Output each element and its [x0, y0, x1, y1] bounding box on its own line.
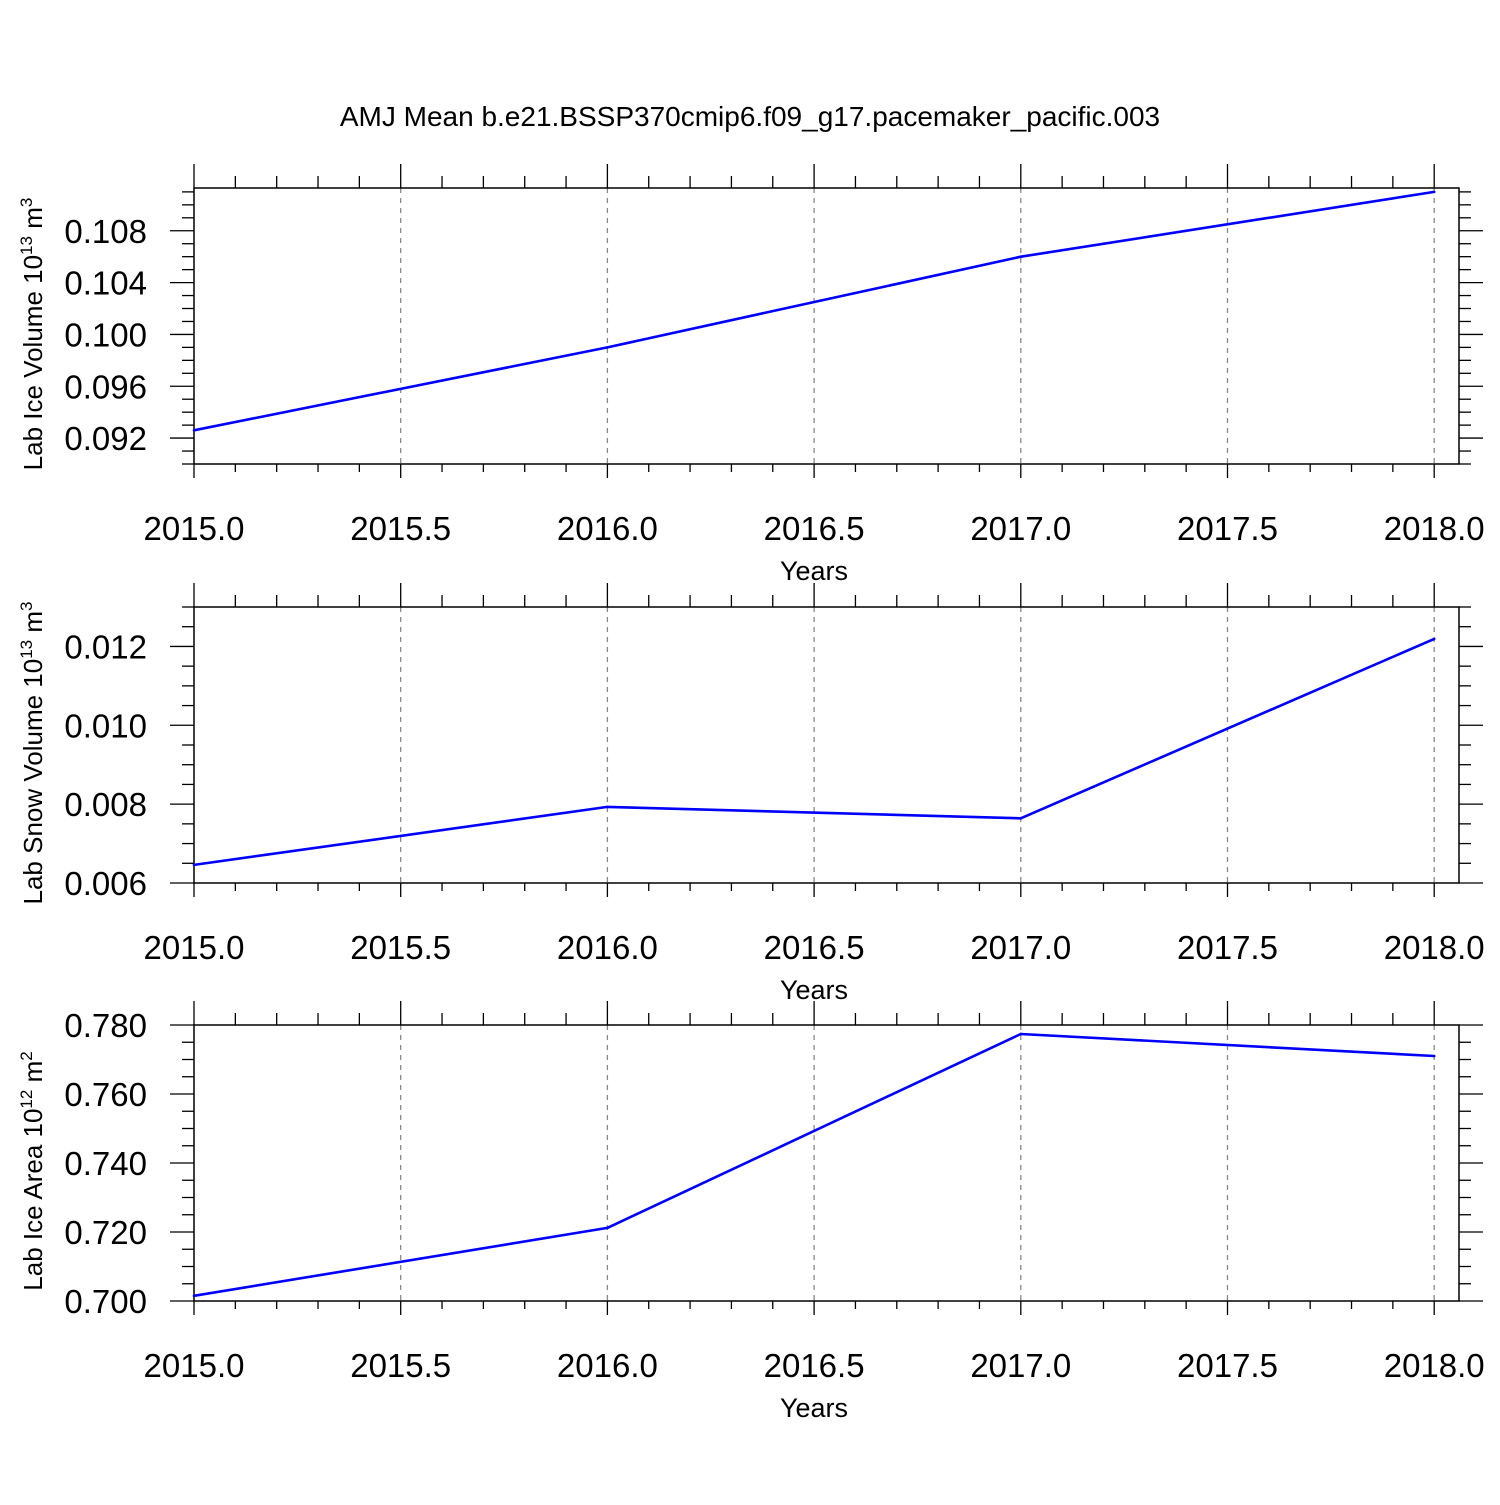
x-tick-label: 2017.5: [1177, 1347, 1278, 1384]
x-tick-label: 2016.0: [557, 929, 658, 966]
data-line: [193, 190, 1435, 432]
data-point: [1019, 1032, 1023, 1036]
x-tick-label: 2015.5: [350, 1347, 451, 1384]
plot-frame: [193, 187, 1460, 465]
data-point: [192, 429, 196, 432]
y-tick-label: 0.700: [64, 1283, 147, 1320]
y-axis-label: Lab Ice Area 1012 m2: [17, 1051, 48, 1290]
plot-frame: [193, 606, 1460, 884]
y-axis-label: Lab Snow Volume 1013 m3: [17, 601, 48, 904]
chart-panel-1: 2015.0 2015.5 2016.0 2016.5 2017.0 2017.5 2018…: [17, 164, 1485, 586]
y-axis-label: Lab Ice Volume 1013 m3: [17, 198, 48, 471]
x-axis-label: Years: [780, 975, 848, 1005]
x-tick-label: 2018.0: [1384, 510, 1485, 547]
y-tick-label: 0.108: [64, 213, 147, 250]
x-tick-label: 2016.0: [557, 510, 658, 547]
data-point: [1019, 817, 1023, 820]
data-point: [606, 805, 609, 809]
y-tick-label: 0.012: [64, 628, 147, 665]
y-tick-label: 0.096: [64, 368, 147, 405]
x-tick-label: 2017.0: [970, 1347, 1071, 1384]
x-axis-label: Years: [780, 556, 848, 586]
data-point: [1432, 190, 1436, 194]
x-tick-label: 2016.5: [764, 510, 865, 547]
y-tick-label: 0.740: [64, 1145, 147, 1182]
y-tick-label: 0.780: [64, 1007, 147, 1044]
data-line: [193, 1032, 1435, 1298]
data-point: [606, 346, 609, 349]
data-point: [1432, 1054, 1436, 1058]
x-tick-label: 2015.5: [350, 510, 451, 547]
y-tick-label: 0.760: [64, 1076, 147, 1113]
x-tick-label: 2017.0: [970, 510, 1071, 547]
x-axis-label: Years: [780, 1393, 848, 1423]
x-tick-label: 2016.5: [764, 929, 865, 966]
figure-title: AMJ Mean b.e21.BSSP370cmip6.f09_g17.pace…: [340, 101, 1160, 132]
data-point: [192, 863, 196, 867]
y-tick-label: 0.008: [64, 786, 147, 823]
data-point: [606, 1226, 609, 1230]
x-tick-label: 2018.0: [1384, 929, 1485, 966]
x-tick-label: 2016.5: [764, 1347, 865, 1384]
plot-frame: [193, 1024, 1460, 1302]
x-tick-label: 2016.0: [557, 1347, 658, 1384]
data-point: [1432, 637, 1436, 641]
x-tick-label: 2017.5: [1177, 510, 1278, 547]
y-tick-label: 0.010: [64, 707, 147, 744]
x-tick-label: 2018.0: [1384, 1347, 1485, 1384]
x-tick-label: 2015.5: [350, 929, 451, 966]
data-line: [193, 637, 1435, 867]
y-tick-label: 0.720: [64, 1214, 147, 1251]
y-tick-label: 0.104: [64, 265, 147, 302]
x-tick-label: 2017.0: [970, 929, 1071, 966]
data-point: [192, 1294, 196, 1298]
x-tick-label: 2015.0: [144, 1347, 245, 1384]
y-tick-label: 0.006: [64, 865, 147, 902]
data-point: [1019, 255, 1023, 258]
x-tick-label: 2017.5: [1177, 929, 1278, 966]
y-tick-label: 0.092: [64, 420, 147, 457]
y-tick-label: 0.100: [64, 316, 147, 353]
x-tick-label: 2015.0: [144, 510, 245, 547]
chart-panel-2: 2015.0 2015.5 2016.0 2016.5 2017.0 2017.5 2018…: [17, 583, 1485, 1005]
chart-panel-3: 2015.0 2015.5 2016.0 2016.5 2017.0 2017.5 2018…: [17, 1001, 1485, 1423]
x-tick-label: 2015.0: [144, 929, 245, 966]
